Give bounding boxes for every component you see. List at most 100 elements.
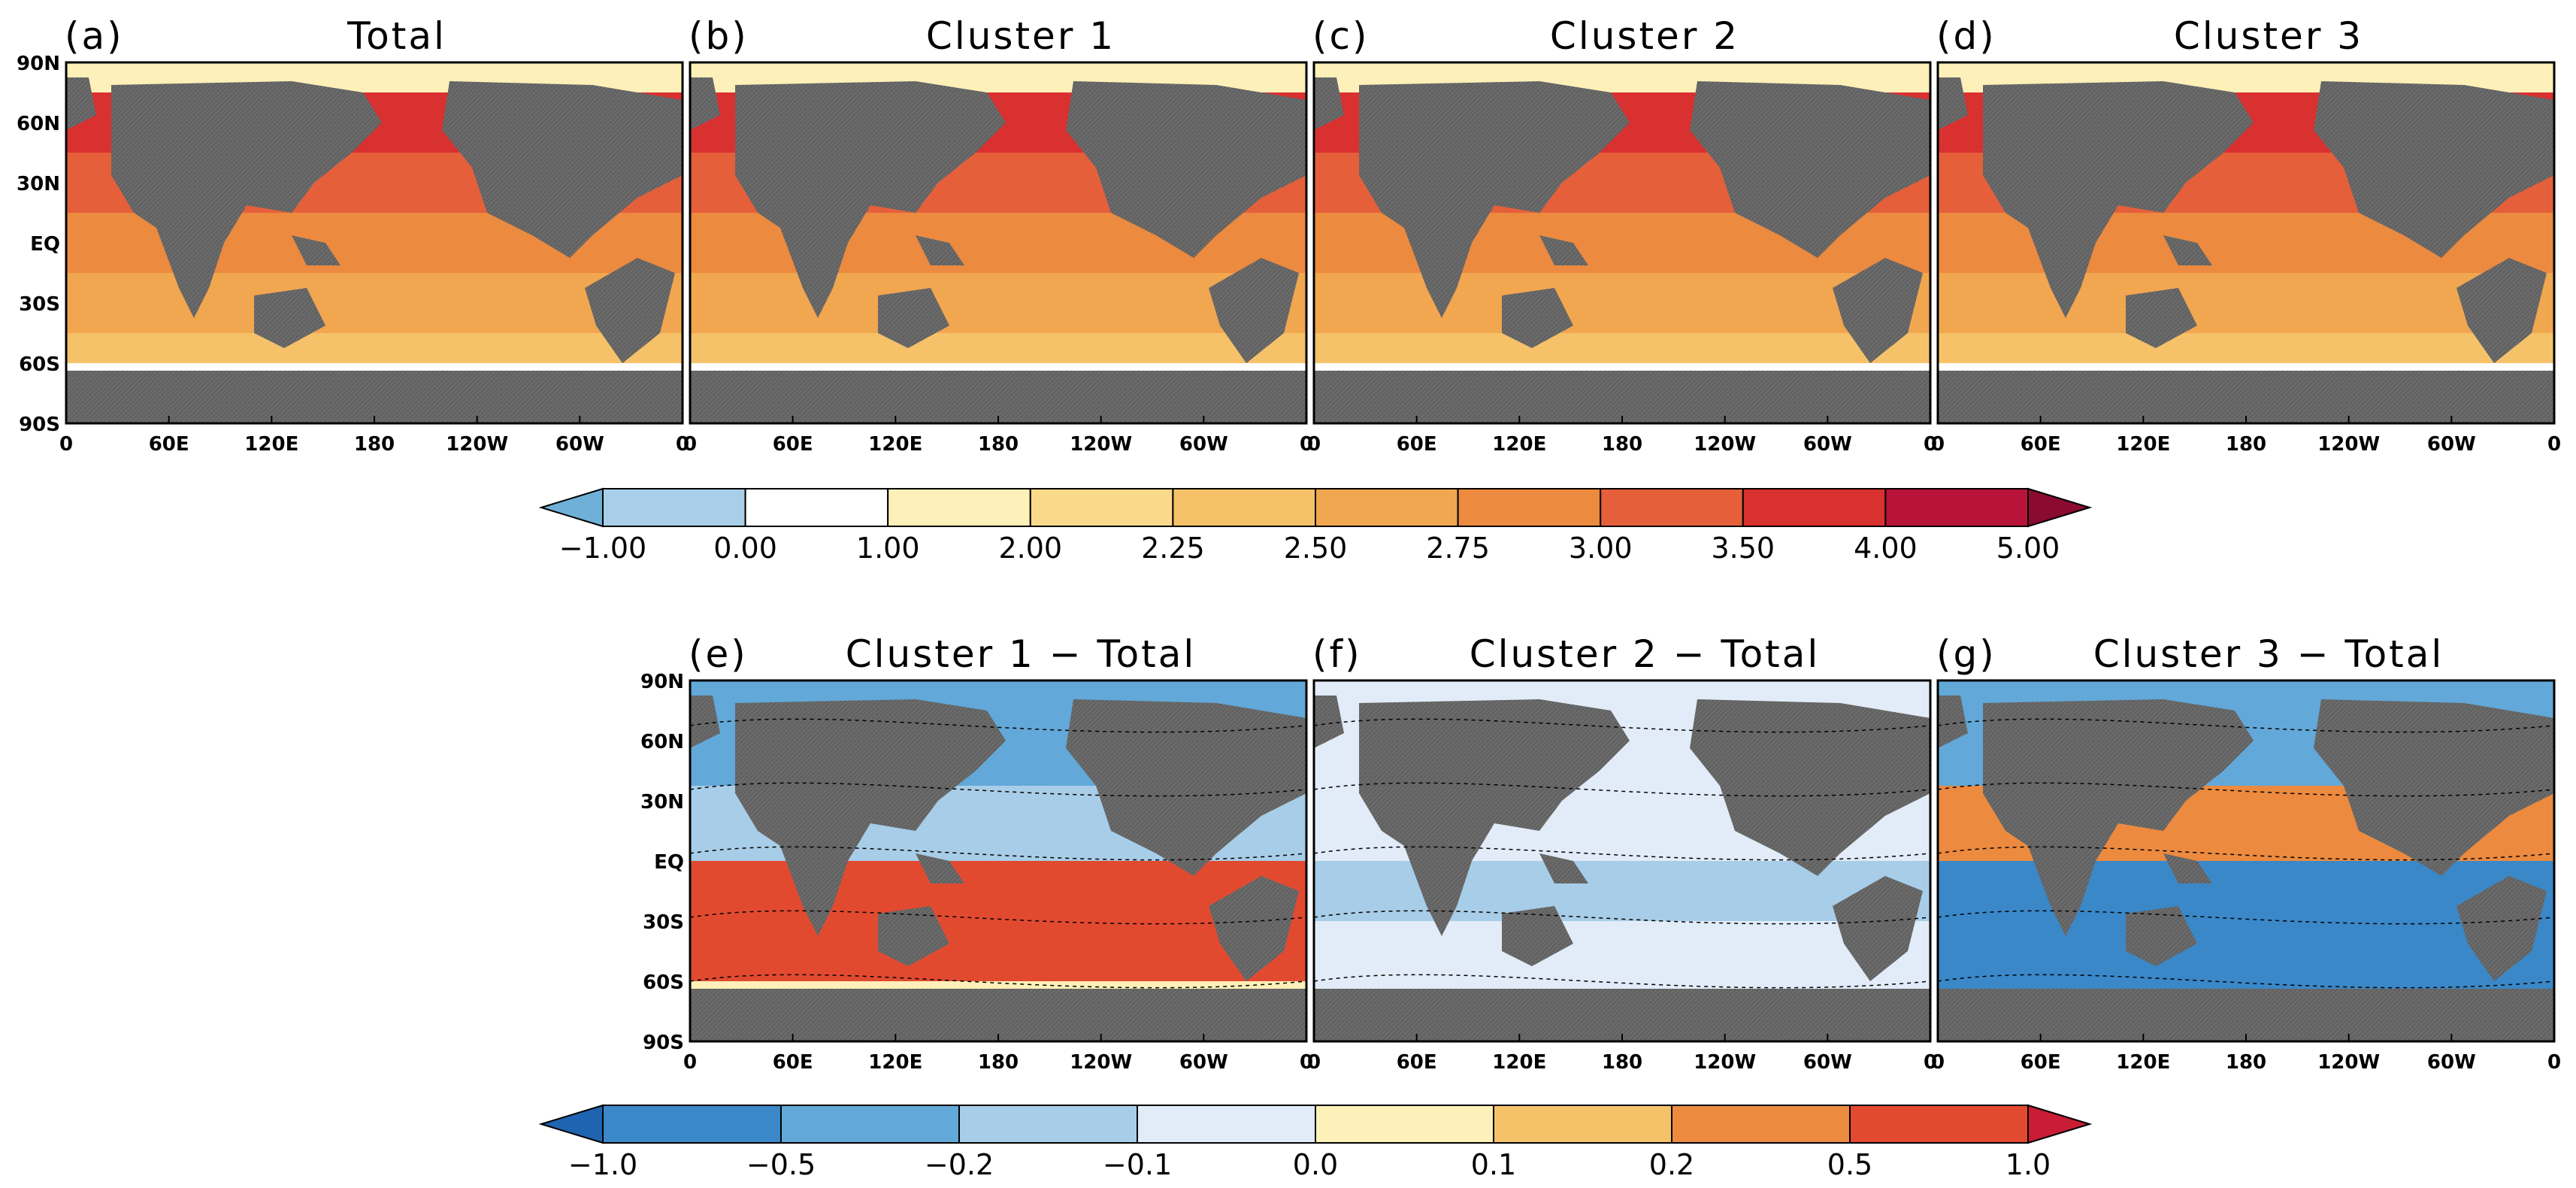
x-tick-label: 60E: [2021, 433, 2061, 456]
field-band: [1314, 891, 1930, 907]
field-band: [1938, 333, 2554, 349]
field-band: [690, 861, 1306, 877]
field-band: [1314, 303, 1930, 319]
x-tick-label: 120W: [1070, 433, 1132, 456]
field-band: [690, 936, 1306, 952]
field-band: [690, 921, 1306, 937]
x-tick-label: 120W: [1694, 1051, 1756, 1074]
x-tick-label: 60W: [1179, 433, 1228, 456]
y-tick-label: 30S: [19, 293, 60, 316]
field-band: [1314, 258, 1930, 274]
colorbar-label: 4.00: [1854, 532, 1918, 565]
field-band: [690, 333, 1306, 349]
colorbar-segment: [1884, 488, 2029, 527]
contour-line: [1314, 846, 1930, 861]
field-band: [66, 62, 683, 78]
colorbar-segment: [1849, 1105, 2029, 1144]
field-band: [1938, 288, 2554, 304]
x-tick-label: 120E: [868, 433, 922, 456]
field-band: [690, 318, 1306, 334]
panel-title: Total: [347, 14, 446, 58]
colorbar-segment: [744, 488, 889, 527]
colorbar-segment: [602, 1105, 782, 1144]
field-band: [690, 348, 1306, 364]
top-panel-row: (a) Total 0 60E 120E 180 120W 60W 0 90N 60N 30N EQ 30…: [17, 14, 2561, 456]
colorbar-segment: [1029, 488, 1174, 527]
colorbar-segment: [1742, 488, 1887, 527]
colorbar-segment: [1671, 1105, 1851, 1144]
field-band: [1314, 876, 1930, 892]
field-band: [1938, 906, 2554, 922]
colorbar-label: −0.2: [925, 1148, 994, 1181]
panel-title: Cluster 2 − Total: [1470, 632, 1821, 676]
colorbar-bottom: −1.0 −0.5 −0.2 −0.1 0.0 0.1 0.2 0.5 1.0: [538, 1104, 2093, 1181]
y-tick-label: 60S: [19, 353, 60, 376]
x-tick-label: 60E: [773, 1051, 813, 1074]
x-tick-label: 0: [2547, 1051, 2561, 1074]
colorbar-label: 0.1: [1471, 1148, 1516, 1181]
colorbar-label: 0.0: [1293, 1148, 1338, 1181]
x-tick-label: 0: [59, 433, 73, 456]
field-band: [1938, 303, 2554, 319]
y-tick-label: EQ: [30, 233, 60, 256]
colorbar-segment: [780, 1105, 960, 1144]
colorbar-extend-high: [2027, 1104, 2093, 1144]
colorbar-segment: [1457, 488, 1602, 527]
contour-line: [1938, 718, 2554, 733]
colorbar-segment: [1600, 488, 1744, 527]
x-tick-label: 0: [1300, 1051, 1313, 1074]
panel-title: Cluster 3 − Total: [2093, 632, 2444, 676]
field-band: [1314, 966, 1930, 982]
colorbar-label: −0.1: [1103, 1148, 1172, 1181]
field-band: [1938, 258, 2554, 274]
x-tick-label: 60E: [1397, 1051, 1437, 1074]
field-band: [1314, 936, 1930, 952]
y-tick-label: EQ: [654, 851, 684, 874]
x-tick-label: 0: [2547, 433, 2561, 456]
field-band: [1938, 951, 2554, 967]
contour-line: [690, 974, 1306, 989]
contour-line: [1314, 974, 1930, 989]
y-tick-label: 60N: [640, 731, 684, 753]
field-band: [1938, 876, 2554, 892]
x-tick-label: 0: [1931, 1051, 1945, 1074]
y-tick-label: 30N: [17, 173, 60, 195]
colorbar-label: −1.0: [568, 1148, 637, 1181]
x-tick-label: 180: [2226, 1051, 2266, 1074]
x-tick-label: 0: [683, 1051, 697, 1074]
colorbar-label: 0.2: [1649, 1148, 1694, 1181]
contour-line: [1314, 910, 1930, 925]
colorbar-extend-low: [538, 487, 604, 528]
colorbar-extend-low: [538, 1104, 604, 1144]
x-tick-label: 0: [1307, 1051, 1321, 1074]
field-band: [66, 333, 683, 349]
field-band: [690, 891, 1306, 907]
y-tick-label: 30S: [643, 911, 684, 934]
field-band: [1314, 318, 1930, 334]
field-band: [1314, 333, 1930, 349]
field-band: [66, 273, 683, 289]
y-tick-label: 90S: [19, 414, 60, 436]
panel-title: Cluster 1: [926, 14, 1115, 58]
field-band: [690, 680, 1306, 696]
field-band: [1938, 936, 2554, 952]
colorbar-label: 5.00: [1996, 532, 2060, 565]
colorbar-label: 2.50: [1284, 532, 1348, 565]
x-tick-label: 60W: [555, 433, 604, 456]
colorbar-segment: [958, 1105, 1138, 1144]
colorbar-label: 1.0: [2005, 1148, 2051, 1181]
field-band: [1938, 966, 2554, 982]
colorbar-label: 3.50: [1711, 532, 1775, 565]
field-band: [1938, 62, 2554, 78]
map-panel-top: (b) Cluster 1 0 60E 120E 180 120W 60W 0: [683, 14, 1313, 456]
colorbar-label: 3.00: [1569, 532, 1633, 565]
x-tick-label: 60E: [2021, 1051, 2061, 1074]
x-tick-label: 180: [2226, 433, 2266, 456]
x-tick-label: 180: [1602, 1051, 1642, 1074]
field-band: [690, 243, 1306, 259]
field-band: [1938, 861, 2554, 877]
colorbar-segment: [887, 488, 1031, 527]
field-band: [690, 966, 1306, 982]
